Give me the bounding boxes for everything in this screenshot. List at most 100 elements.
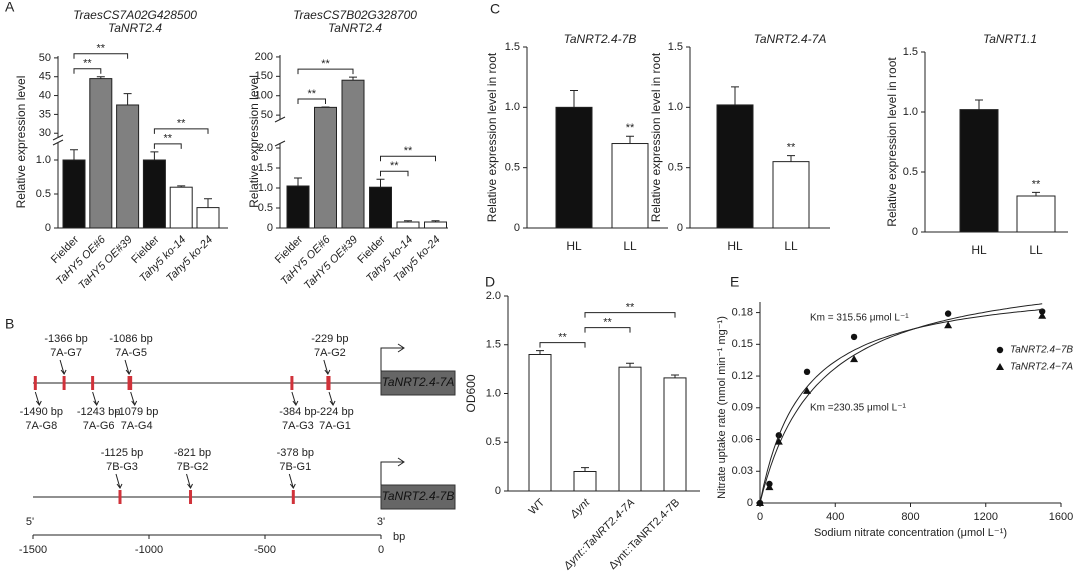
axis-break: [52, 139, 64, 146]
y-tick-label: 1.5: [505, 41, 520, 53]
error-bar: [581, 467, 589, 472]
error-bar: [349, 76, 357, 81]
chart-title: TaNRT2.4-7A: [754, 32, 827, 46]
y-tick-label: 35: [39, 108, 51, 120]
end-label: 5': [26, 516, 34, 528]
y-tick-label: 0.5: [668, 162, 683, 174]
element-name: 7A-G1: [319, 420, 351, 432]
element-position: -224 bp: [316, 406, 353, 418]
end-label: 3': [377, 516, 385, 528]
element-name: 7B-G2: [177, 461, 209, 473]
bar: [89, 78, 113, 229]
legend-marker: [996, 363, 1004, 370]
data-point: [756, 499, 764, 506]
bar: [169, 186, 193, 229]
element-arrow: [323, 359, 331, 375]
error-bar: [431, 220, 440, 222]
g-box-element: [33, 376, 37, 390]
significance-label: **: [603, 317, 612, 329]
bar: [341, 79, 365, 229]
y-tick-label: 0: [45, 222, 51, 234]
significance-label: **: [164, 133, 173, 145]
y-axis-label: Relative expression level: [247, 75, 261, 208]
y-tick-label: 0: [495, 485, 501, 497]
error-bar: [787, 155, 795, 162]
x-tick-label: HL: [727, 239, 743, 253]
significance-bracket: [380, 155, 436, 162]
chart-subtitle: TaNRT2.4: [328, 21, 382, 35]
error-bar: [204, 198, 212, 208]
x-tick-label: 0: [378, 544, 384, 556]
y-axis-label: Relative expression level in root: [649, 52, 663, 222]
significance-label: **: [97, 43, 106, 55]
y-tick-label: 0.09: [732, 402, 753, 414]
y-tick-label: 1.0: [903, 106, 918, 118]
legend-marker: [996, 346, 1004, 354]
element-name: 7A-G3: [282, 420, 314, 432]
y-tick-label: 45: [39, 71, 51, 83]
element-arrow: [115, 473, 123, 489]
panel-label: B: [5, 316, 14, 332]
element-position: -229 bp: [311, 333, 348, 345]
element-name: 7B-G1: [279, 461, 311, 473]
x-tick-label: 0: [757, 511, 763, 523]
gene-name: TaNRT2.4-7A: [382, 375, 455, 389]
x-tick-label: 1600: [1049, 511, 1073, 523]
data-point: [803, 386, 812, 394]
x-tick-label: 1200: [974, 511, 998, 523]
element-name: 7A-G8: [25, 420, 57, 432]
g-box-element: [290, 376, 294, 390]
y-tick-label: 0.5: [903, 166, 918, 178]
significance-label: **: [177, 118, 186, 130]
y-axis-label: Relative expression level: [14, 76, 28, 209]
gene-box: [380, 370, 456, 396]
element-position: -1079 bp: [115, 406, 158, 418]
element-name: 7A-G5: [115, 347, 147, 359]
significance-label: **: [307, 88, 316, 100]
bar: [369, 186, 392, 229]
bar: [196, 207, 220, 229]
y-tick-label: 2.0: [486, 290, 501, 302]
error-bar: [626, 135, 634, 144]
y-tick-label: 0.5: [486, 436, 501, 448]
element-position: -1366 bp: [44, 333, 87, 345]
fit-annotation: Km = 315.56 μmol L⁻¹: [810, 313, 909, 324]
bar: [618, 366, 642, 492]
y-tick-label: 1.0: [36, 154, 51, 166]
x-tick-label: -1500: [19, 544, 47, 556]
data-point: [774, 437, 783, 445]
y-tick-label: 1.0: [486, 387, 501, 399]
x-tick-label: -500: [254, 544, 276, 556]
significance-label: **: [626, 122, 635, 134]
bar: [1016, 195, 1056, 233]
significance-label: **: [787, 142, 796, 154]
chart-title: TaNRT2.4-7B: [564, 32, 637, 46]
chart-title: TaNRT1.1: [983, 32, 1037, 46]
axis-break: [274, 140, 286, 147]
bar: [286, 185, 310, 229]
y-tick-label: 0.06: [732, 433, 753, 445]
data-point: [850, 355, 859, 363]
element-arrow: [59, 359, 67, 375]
gene-box: [380, 484, 456, 510]
data-point: [944, 321, 953, 329]
data-point: [1038, 311, 1047, 319]
y-tick-label: 1.5: [486, 339, 501, 351]
error-bar: [975, 99, 983, 110]
x-tick-label: WT: [527, 496, 548, 517]
x-tick-label: LL: [623, 239, 637, 253]
error-bar: [671, 374, 679, 378]
element-arrow: [186, 473, 193, 489]
data-point: [944, 310, 952, 317]
panel-label: A: [5, 0, 15, 15]
bar: [116, 104, 140, 229]
g-box-element: [118, 490, 122, 504]
element-name: 7B-G3: [106, 461, 138, 473]
y-tick-label: 1.5: [258, 162, 273, 174]
x-tick-label: LL: [1029, 243, 1043, 257]
legend-label: TaNRT2.4−7B: [1010, 345, 1073, 356]
element-arrow: [92, 391, 100, 406]
element-position: -821 bp: [174, 447, 211, 459]
element-name: 7A-G4: [121, 420, 153, 432]
x-tick-label: Δynt: [567, 496, 592, 521]
